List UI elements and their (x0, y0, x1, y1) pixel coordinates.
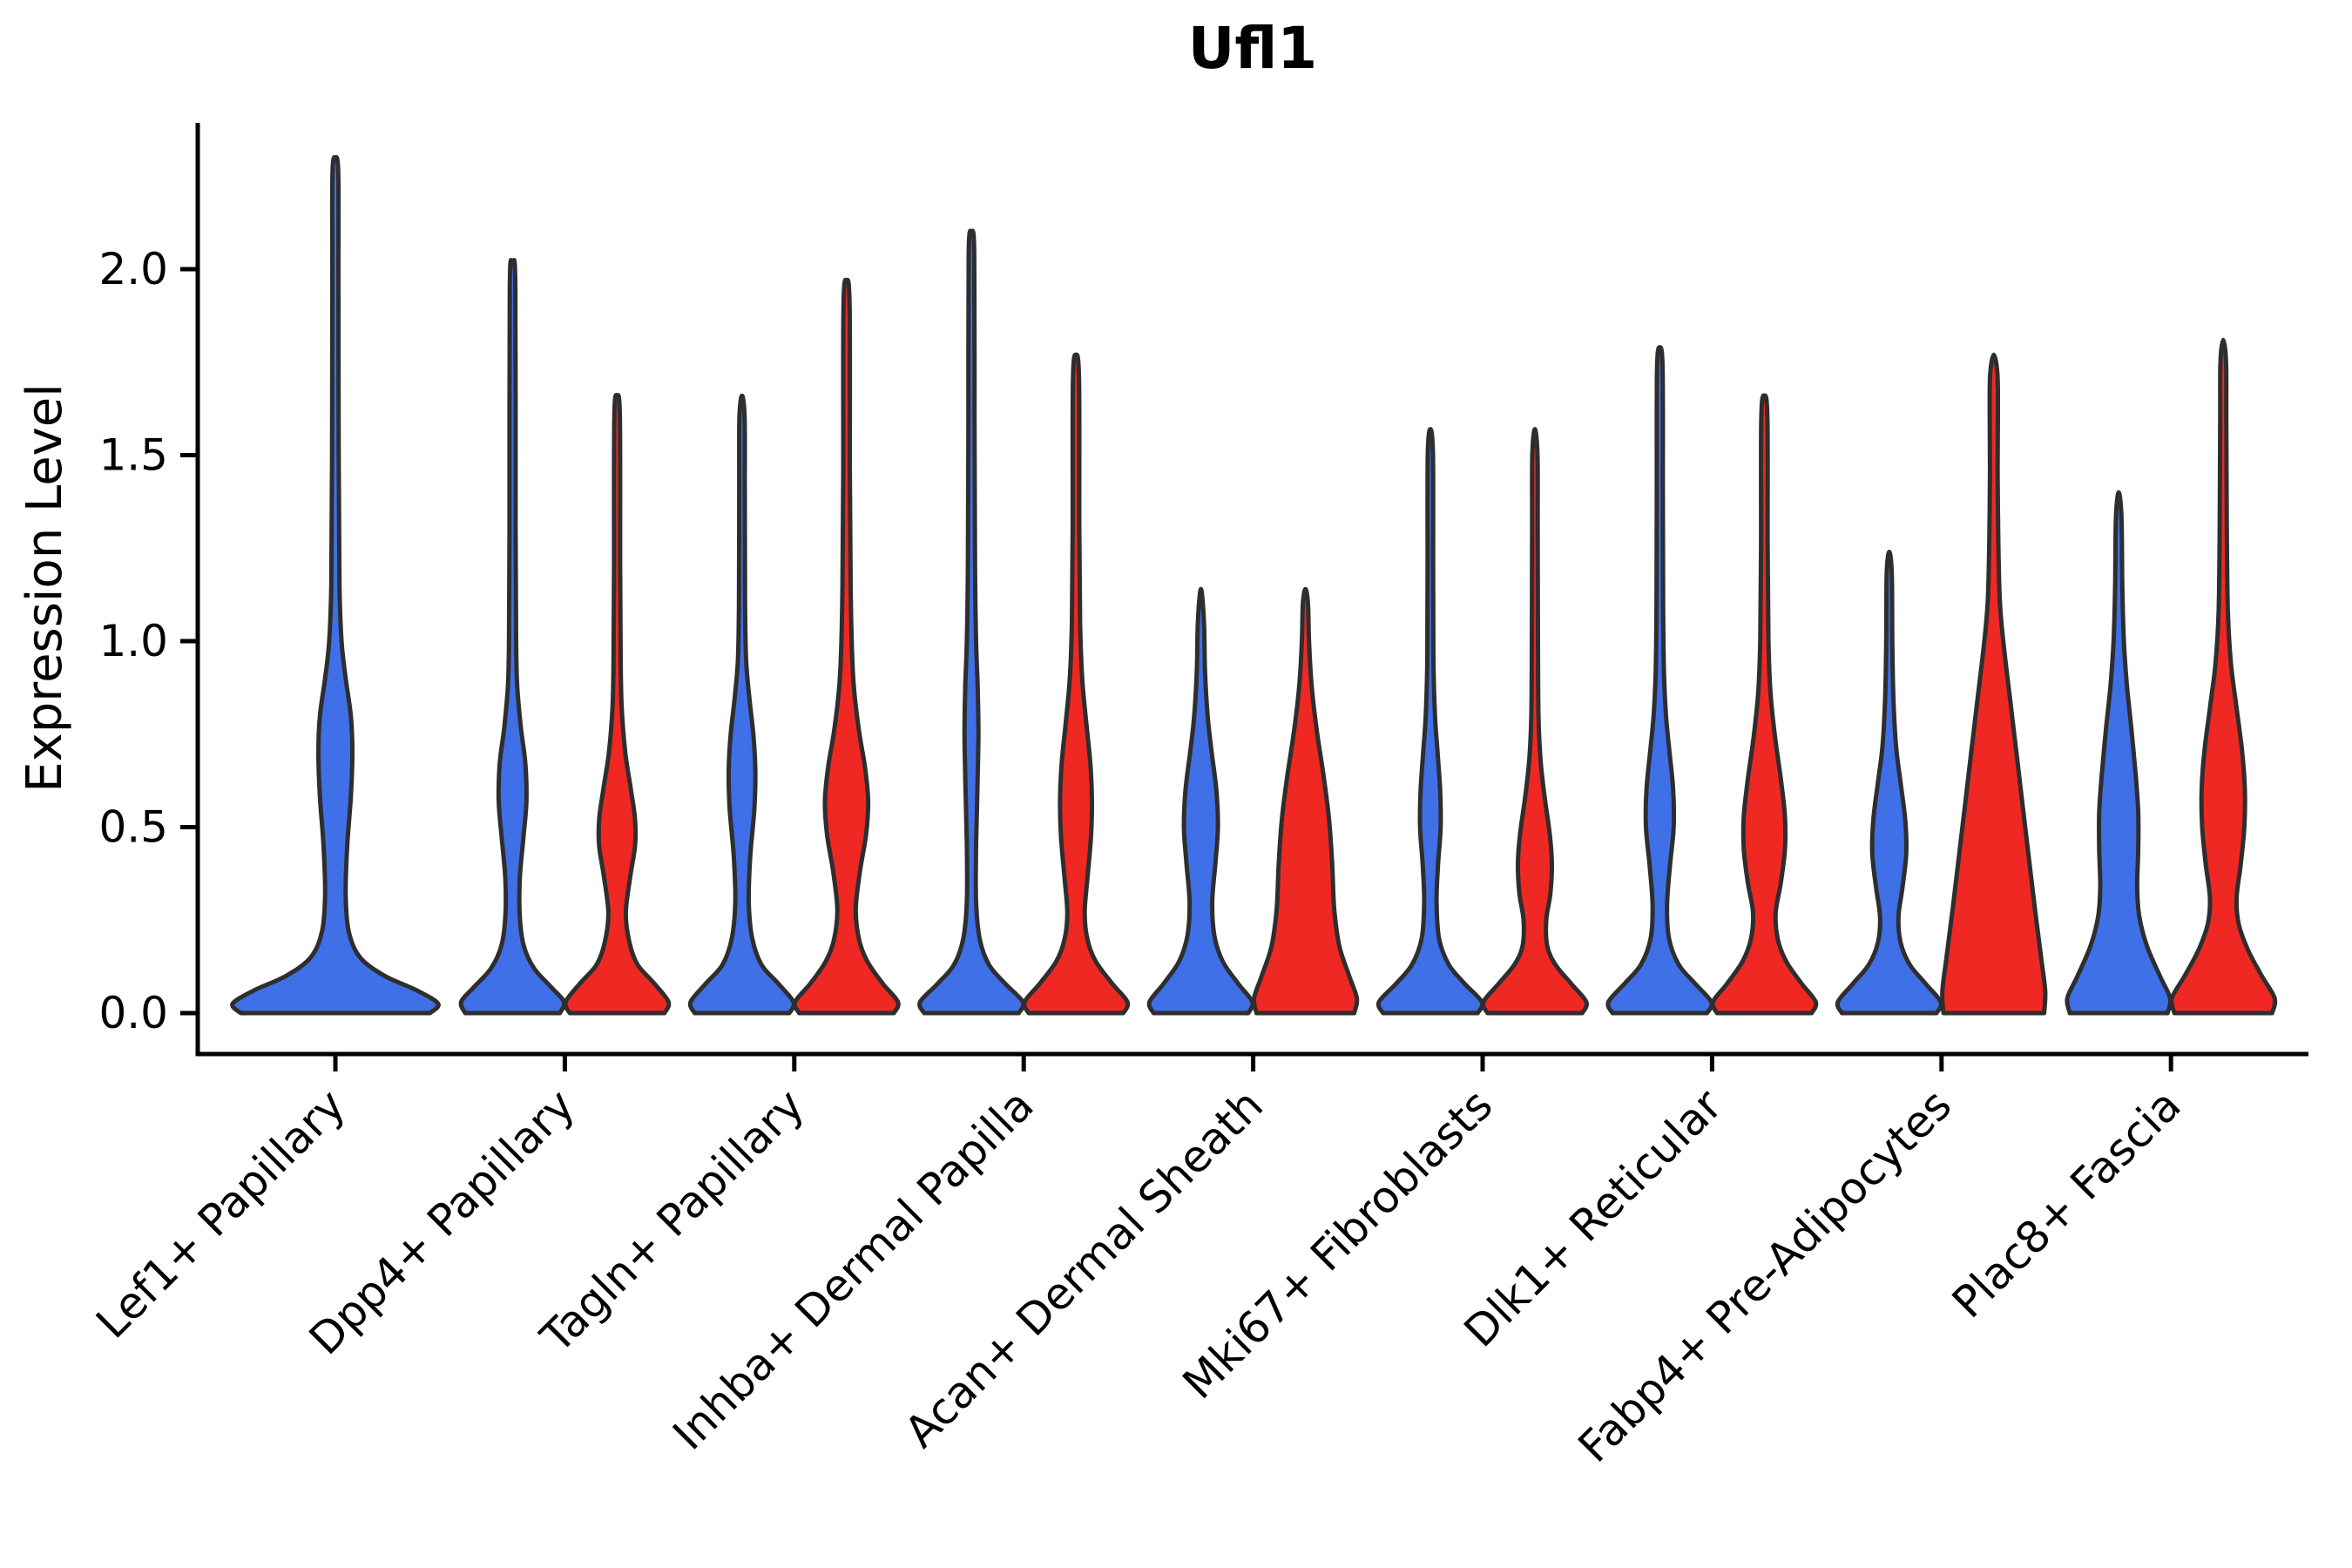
violin-tagln-papillary-red (792, 277, 901, 1016)
y-tick-label: 1.0 (98, 616, 168, 666)
violin-dpp4-papillary-red (563, 393, 672, 1016)
violin-acan-dermal-sheath-red (1251, 586, 1360, 1016)
violin-inhba-dermal-papilla-red (1022, 352, 1131, 1016)
violin-plac8-fascia-red (2169, 337, 2278, 1016)
violin-mki67-fibroblasts-red (1481, 427, 1589, 1016)
violin-dpp4-papillary-blue (458, 258, 567, 1016)
violin-dlk1-reticular-blue (1605, 345, 1714, 1016)
y-tick-label: 2.0 (98, 244, 168, 294)
x-tick-label: Lef1+ Papillary (86, 1079, 355, 1348)
violin-inhba-dermal-papilla-blue (917, 228, 1026, 1016)
violin-fabp4-pre-adipocytes-red (1940, 352, 2048, 1016)
violin-acan-dermal-sheath-blue (1146, 586, 1255, 1016)
x-tick-label: Plac8+ Fascia (1943, 1079, 2191, 1328)
y-tick-label: 0.5 (98, 802, 168, 853)
y-tick-label: 0.0 (98, 988, 168, 1038)
y-axis-label: Expression Level (17, 383, 73, 793)
violin-plac8-fascia-blue (2065, 490, 2173, 1016)
chart-title: Ufl1 (1188, 15, 1317, 82)
violin-dlk1-reticular-red (1710, 393, 1819, 1016)
x-tick-label: Fabp4+ Pre-Adipocytes (1569, 1079, 1962, 1472)
violin-tagln-papillary-blue (687, 393, 796, 1016)
violin-mki67-fibroblasts-blue (1375, 427, 1485, 1016)
y-tick-label: 1.5 (98, 430, 168, 481)
violin-fabp4-pre-adipocytes-blue (1835, 550, 1943, 1016)
violin-lef1-papillary-blue (230, 155, 441, 1016)
